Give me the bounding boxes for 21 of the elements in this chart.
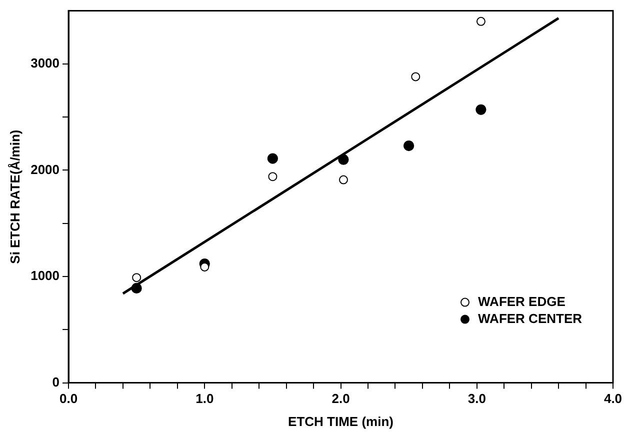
point bbox=[476, 104, 486, 115]
point bbox=[268, 172, 278, 182]
legend-label: WAFER EDGE bbox=[478, 294, 566, 309]
x-tick-label: 4.0 bbox=[604, 391, 622, 406]
x-axis-title: ETCH TIME (min) bbox=[288, 414, 394, 429]
y-axis-title: Si ETCH RATE(Å/min) bbox=[7, 130, 22, 264]
y-tick-label: 2000 bbox=[30, 162, 60, 177]
point bbox=[132, 273, 142, 282]
y-tick-label: 3000 bbox=[30, 56, 60, 71]
y-tick-label: 1000 bbox=[30, 268, 60, 284]
point bbox=[476, 16, 486, 26]
x-tick-label: 1.0 bbox=[196, 391, 214, 406]
y-tick-label: 0 bbox=[52, 374, 60, 390]
x-tick-label: 3.0 bbox=[468, 391, 486, 406]
x-tick-label: 2.0 bbox=[332, 391, 350, 406]
point bbox=[404, 140, 414, 152]
point bbox=[411, 72, 420, 82]
legend-label: WAFER CENTER bbox=[478, 310, 583, 326]
point bbox=[267, 153, 278, 164]
point bbox=[338, 175, 348, 184]
x-tick-label: 0.0 bbox=[59, 391, 78, 406]
